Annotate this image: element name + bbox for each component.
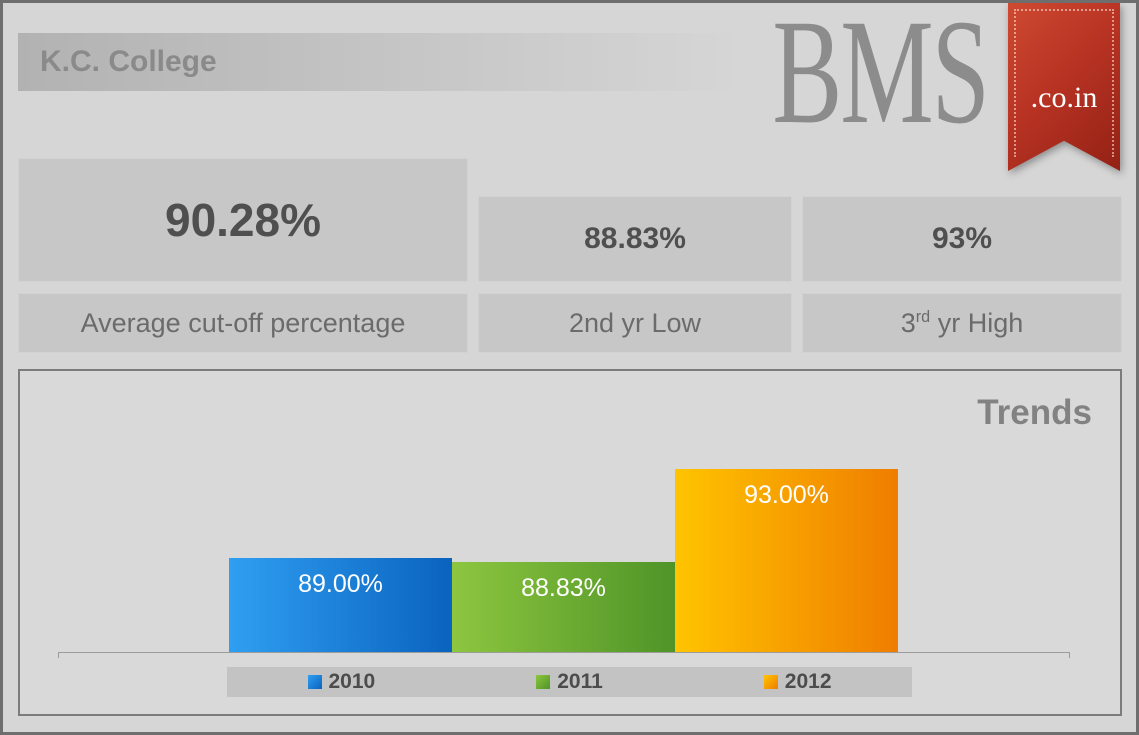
stat-3rdyr-label: 3rd yr High [901,308,1023,339]
stat-average-value-box: 90.28% [18,158,468,282]
legend-item-2012: 2012 [763,670,832,694]
legend-item-2011: 2011 [536,670,603,694]
page-title: K.C. College [40,45,217,78]
ribbon-bookmark: .co.in [1008,3,1120,171]
legend-swatch-2010 [307,675,322,689]
ribbon-domain-label: .co.in [1030,81,1098,114]
stat-average-label-box: Average cut-off percentage [18,293,468,353]
stat-3rdyr-value: 93% [931,222,993,255]
trends-chart-panel: Trends 89.00% 88.83% 93.00% 2010 2011 20… [18,369,1122,716]
legend-label-2010: 2010 [328,670,376,693]
stat-average-value: 90.28% [164,194,321,246]
chart-legend: 2010 2011 2012 [227,667,912,697]
header-bar: K.C. College [18,33,1028,91]
legend-label-2012: 2012 [784,670,832,693]
bar-2010: 89.00% [229,558,452,652]
bar-2012: 93.00% [675,469,898,652]
stat-2ndyr-label: 2nd yr Low [568,307,702,338]
bms-logo-text: BMS [772,0,990,155]
stat-2ndyr-value-box: 88.83% [478,196,792,282]
ribbon-shape: .co.in [1008,3,1120,171]
stat-average-label: Average cut-off percentage [80,307,406,338]
bar-2012-value-label: 93.00% [744,481,829,509]
bar-2010-value-label: 89.00% [298,570,383,598]
x-axis-line [58,652,1070,658]
bar-2011: 88.83% [452,562,675,652]
stat-2ndyr-label-box: 2nd yr Low [478,293,792,353]
stat-3rdyr-label-base: 3 [900,307,916,338]
ribbon-stitch-border [1014,9,1114,157]
stat-3rdyr-label-sup: rd [915,307,931,326]
legend-label-2011: 2011 [557,670,603,693]
legend-swatch-2012 [763,675,778,689]
stat-2ndyr-value: 88.83% [584,222,686,255]
stat-3rdyr-label-rest: yr High [930,307,1024,338]
stat-3rdyr-label-box: 3rd yr High [802,293,1122,353]
stat-3rdyr-value-box: 93% [802,196,1122,282]
chart-title: Trends [977,393,1092,432]
legend-swatch-2011 [536,675,551,689]
bar-2011-value-label: 88.83% [521,574,606,602]
legend-item-2010: 2010 [307,670,376,694]
